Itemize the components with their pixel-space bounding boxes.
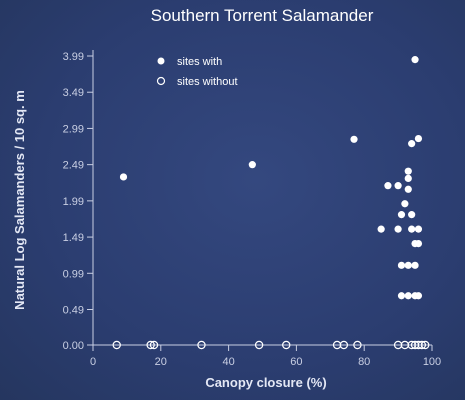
point-site-with [397,292,406,300]
legend-label-sites-with: sites with [177,56,222,68]
x-axis-ticks: 0 20 40 60 80 100 [90,345,441,368]
point-site-with [397,261,406,269]
point-site-with [404,174,412,183]
y-tick-label: 1.49 [63,232,84,244]
point-site-with [404,185,412,193]
point-site-without [112,340,121,350]
y-tick-label: 0.00 [63,340,84,352]
legend-label-sites-without: sites without [177,76,238,88]
point-site-with [119,173,128,181]
data-points [112,56,430,350]
point-site-without [421,340,430,350]
point-site-with [377,225,385,233]
point-site-with [414,239,423,248]
x-tick-label: 0 [90,356,96,368]
point-site-without [254,340,264,350]
point-site-with [248,161,256,169]
point-site-with [411,56,419,64]
point-site-with [414,292,423,300]
x-tick-label: 60 [290,356,302,368]
point-site-without [197,340,206,350]
legend-marker-filled [157,57,165,65]
point-site-without [417,340,427,350]
y-axis-label: Natural Log Salamanders / 10 sq. m [12,90,27,310]
y-tick-label: 3.49 [63,87,84,99]
point-site-with [397,211,406,219]
point-site-with [350,135,358,143]
point-site-with [394,225,402,233]
y-tick-label: 0.49 [63,305,84,317]
y-tick-label: 0.99 [63,268,84,280]
legend: sites with sites without [156,56,238,88]
chart-title: Southern Torrent Salamander [151,6,374,25]
y-tick-label: 2.49 [63,160,84,172]
point-site-with [404,167,412,175]
point-site-with [394,182,402,190]
point-site-with [408,140,416,148]
point-site-with [414,134,423,143]
point-site-with [414,225,423,233]
legend-marker-open [156,76,166,86]
point-site-with [404,261,412,269]
y-tick-label: 1.99 [63,196,84,208]
point-site-without [353,340,362,350]
x-tick-label: 20 [155,356,167,368]
x-tick-label: 80 [358,356,370,368]
y-axis-ticks: 0.00 0.49 0.99 1.49 1.99 2.49 2.99 3.49 3.99 [63,51,93,352]
point-site-with [411,261,419,269]
axes [92,50,432,346]
point-site-without [146,340,155,350]
point-site-with [408,225,416,233]
x-axis-label: Canopy closure (%) [205,375,326,390]
point-site-with [408,211,416,219]
point-site-with [384,182,392,190]
y-tick-label: 2.99 [63,123,84,135]
y-tick-label: 3.99 [63,51,84,63]
point-site-without [282,340,291,350]
x-tick-label: 40 [222,356,234,368]
point-site-without [149,340,159,350]
point-site-with [401,200,409,208]
x-tick-label: 100 [423,356,441,368]
point-site-without [339,340,349,350]
point-site-with [404,292,412,300]
